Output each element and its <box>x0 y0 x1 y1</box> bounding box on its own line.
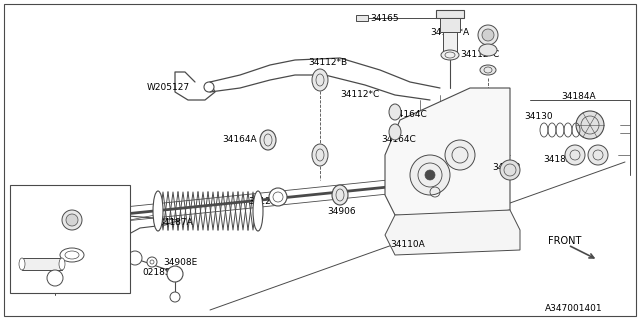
Ellipse shape <box>480 65 496 75</box>
Ellipse shape <box>312 69 328 91</box>
Ellipse shape <box>588 145 608 165</box>
Text: 34908E: 34908E <box>163 258 197 267</box>
Ellipse shape <box>389 104 401 120</box>
Text: 34112*C: 34112*C <box>340 90 380 99</box>
Ellipse shape <box>479 44 497 56</box>
Ellipse shape <box>110 247 130 263</box>
Circle shape <box>66 214 78 226</box>
Ellipse shape <box>153 191 163 231</box>
Circle shape <box>170 292 180 302</box>
Text: 34161 <RH>: 34161 <RH> <box>22 190 77 199</box>
Polygon shape <box>385 88 510 220</box>
Text: 34184A: 34184A <box>561 92 596 101</box>
Ellipse shape <box>147 257 157 267</box>
Text: FRONT: FRONT <box>548 236 581 246</box>
Ellipse shape <box>19 258 25 270</box>
Text: 34110A: 34110A <box>390 240 425 249</box>
Circle shape <box>167 266 183 282</box>
Text: 34130: 34130 <box>524 112 552 121</box>
Text: <GREASE>: <GREASE> <box>18 264 66 273</box>
Circle shape <box>47 270 63 286</box>
Ellipse shape <box>60 248 84 262</box>
Text: 34164C: 34164C <box>392 110 427 119</box>
Bar <box>356 15 368 21</box>
Ellipse shape <box>260 130 276 150</box>
Ellipse shape <box>565 145 585 165</box>
Ellipse shape <box>576 111 604 139</box>
Circle shape <box>204 82 214 92</box>
Text: NS: NS <box>432 182 445 191</box>
Ellipse shape <box>332 185 348 205</box>
Text: 34187A: 34187A <box>158 218 193 227</box>
Text: 34161A<LH>: 34161A<LH> <box>22 200 79 209</box>
Text: 34112*A: 34112*A <box>430 28 469 37</box>
Text: 34906: 34906 <box>327 207 356 216</box>
Circle shape <box>445 140 475 170</box>
Text: 34165: 34165 <box>370 14 399 23</box>
Circle shape <box>410 155 450 195</box>
Text: A347001401: A347001401 <box>545 304 603 313</box>
Text: 34164C: 34164C <box>381 135 416 144</box>
Text: 0218S: 0218S <box>142 268 171 277</box>
Polygon shape <box>385 210 520 255</box>
Text: 34164A: 34164A <box>222 135 257 144</box>
Bar <box>436 10 464 18</box>
Text: 34112*B: 34112*B <box>308 58 347 67</box>
Ellipse shape <box>441 50 459 60</box>
Bar <box>443 32 457 52</box>
Ellipse shape <box>312 144 328 166</box>
Ellipse shape <box>115 275 125 281</box>
Ellipse shape <box>128 251 142 265</box>
Text: 34112*C: 34112*C <box>460 50 499 59</box>
Circle shape <box>482 29 494 41</box>
Text: 34190J: 34190J <box>38 220 69 229</box>
Circle shape <box>478 25 498 45</box>
Ellipse shape <box>253 191 263 231</box>
Circle shape <box>269 188 287 206</box>
Circle shape <box>62 210 82 230</box>
Ellipse shape <box>389 124 401 140</box>
Text: W205127: W205127 <box>147 83 190 92</box>
Text: 34902: 34902 <box>492 163 520 172</box>
Bar <box>22 258 62 270</box>
Text: 34128: 34128 <box>248 197 276 206</box>
Text: 34182A: 34182A <box>543 155 578 164</box>
Bar <box>10 185 130 293</box>
Ellipse shape <box>500 160 520 180</box>
Ellipse shape <box>59 258 65 270</box>
Bar <box>440 18 460 32</box>
Circle shape <box>425 170 435 180</box>
